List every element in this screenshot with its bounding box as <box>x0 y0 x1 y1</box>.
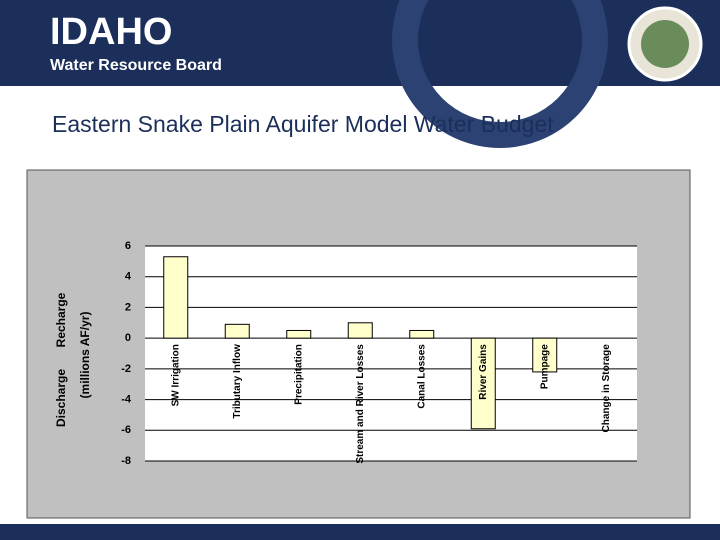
y-tick-label: -4 <box>121 393 132 405</box>
y-tick-label: -8 <box>121 455 131 467</box>
x-tick-label: Pumpage <box>539 344 550 389</box>
bar <box>532 337 558 373</box>
bar <box>409 329 435 339</box>
y-tick-label: -6 <box>121 424 131 436</box>
seal-center <box>641 20 689 68</box>
y-tick-label: 0 <box>125 332 131 344</box>
y-tick-label: 6 <box>125 240 131 252</box>
x-tick-label: Canal Losses <box>416 344 427 409</box>
x-tick-label: River Gains <box>478 344 489 400</box>
bar <box>163 256 189 339</box>
x-tick-label: SW Irrigation <box>170 344 181 406</box>
y-tick-label: 4 <box>125 271 132 283</box>
x-tick-label: Change in Storage <box>601 344 612 433</box>
plot-area <box>145 246 637 461</box>
slide-title: Eastern Snake Plain Aquifer Model Water … <box>52 111 554 137</box>
y-tick-label: -2 <box>121 363 131 375</box>
y-axis-title: (millions AF/yr) <box>78 312 92 399</box>
bar <box>224 323 250 339</box>
seal-watermark <box>392 0 608 148</box>
x-tick-label: Stream and River Losses <box>355 344 366 464</box>
bar <box>286 329 312 339</box>
logo: IDAHO <box>50 11 172 53</box>
logo-subtitle: Water Resource Board <box>50 57 222 74</box>
y-tick-label: 2 <box>125 301 131 313</box>
y-axis-title: Recharge <box>54 292 68 347</box>
x-tick-label: Tributary Inflow <box>232 344 243 419</box>
chart: -8 -6 -4 -2 0 2 4 6 Recharge Discharge (millions A… <box>54 240 637 467</box>
bar <box>470 337 496 430</box>
y-axis-title: Discharge <box>54 369 68 427</box>
x-tick-label: Precipitation <box>293 344 304 405</box>
bar <box>347 322 373 339</box>
footer-bar <box>0 524 720 540</box>
